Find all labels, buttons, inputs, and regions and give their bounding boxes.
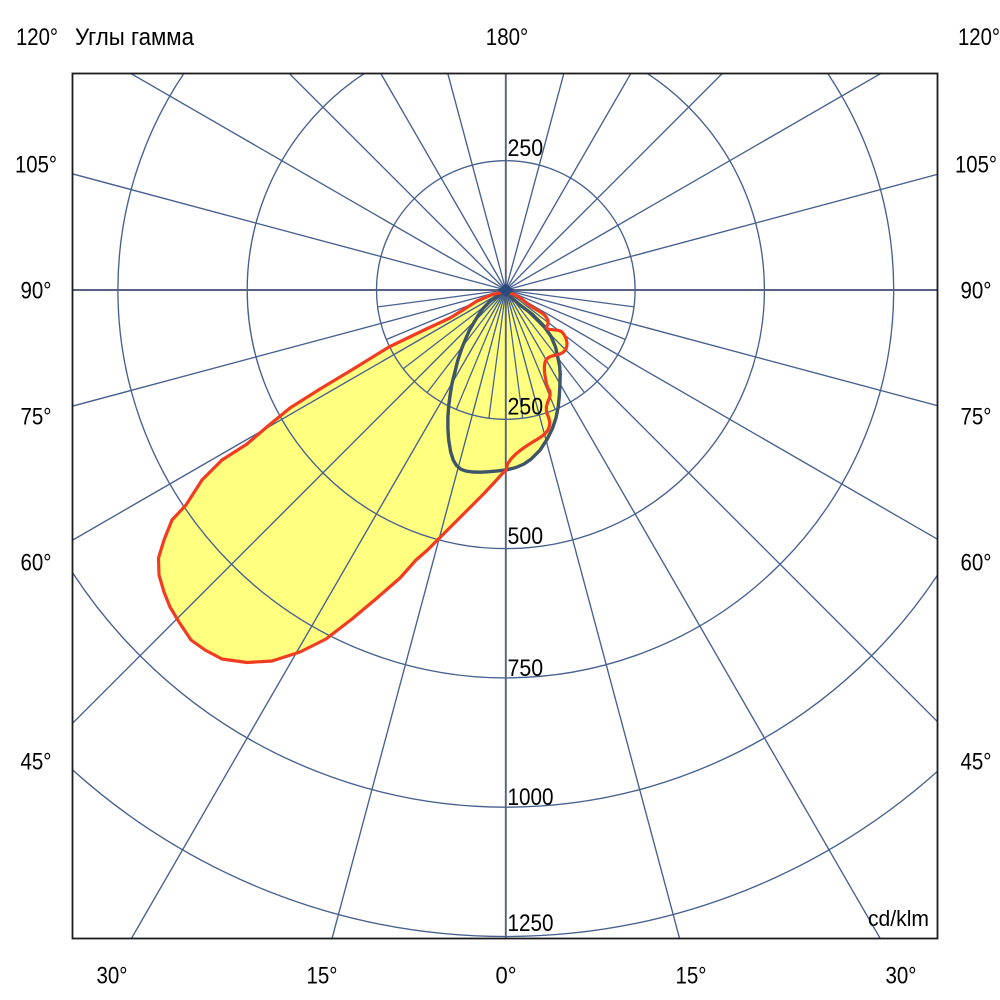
svg-text:1000: 1000 — [508, 784, 554, 811]
svg-text:750: 750 — [508, 655, 544, 682]
svg-text:500: 500 — [508, 523, 544, 550]
svg-text:1250: 1250 — [508, 910, 554, 937]
svg-text:30°: 30° — [97, 963, 128, 990]
svg-text:45°: 45° — [21, 749, 52, 776]
svg-text:Углы гамма: Углы гамма — [75, 24, 195, 51]
svg-text:105°: 105° — [955, 152, 997, 179]
svg-text:0°: 0° — [496, 963, 517, 990]
svg-text:75°: 75° — [961, 404, 992, 431]
svg-text:75°: 75° — [21, 404, 52, 431]
svg-text:60°: 60° — [961, 550, 992, 577]
svg-text:45°: 45° — [961, 749, 992, 776]
svg-text:250: 250 — [508, 394, 544, 421]
svg-text:120°: 120° — [958, 24, 1000, 51]
svg-text:180°: 180° — [486, 24, 528, 51]
svg-text:60°: 60° — [21, 550, 52, 577]
svg-text:90°: 90° — [21, 278, 52, 305]
svg-text:cd/klm: cd/klm — [868, 906, 929, 931]
svg-text:30°: 30° — [886, 963, 917, 990]
svg-text:15°: 15° — [676, 963, 707, 990]
svg-text:120°: 120° — [16, 24, 58, 51]
svg-text:105°: 105° — [15, 152, 57, 179]
svg-text:250: 250 — [508, 135, 544, 162]
svg-text:15°: 15° — [307, 963, 338, 990]
svg-text:90°: 90° — [961, 278, 992, 305]
